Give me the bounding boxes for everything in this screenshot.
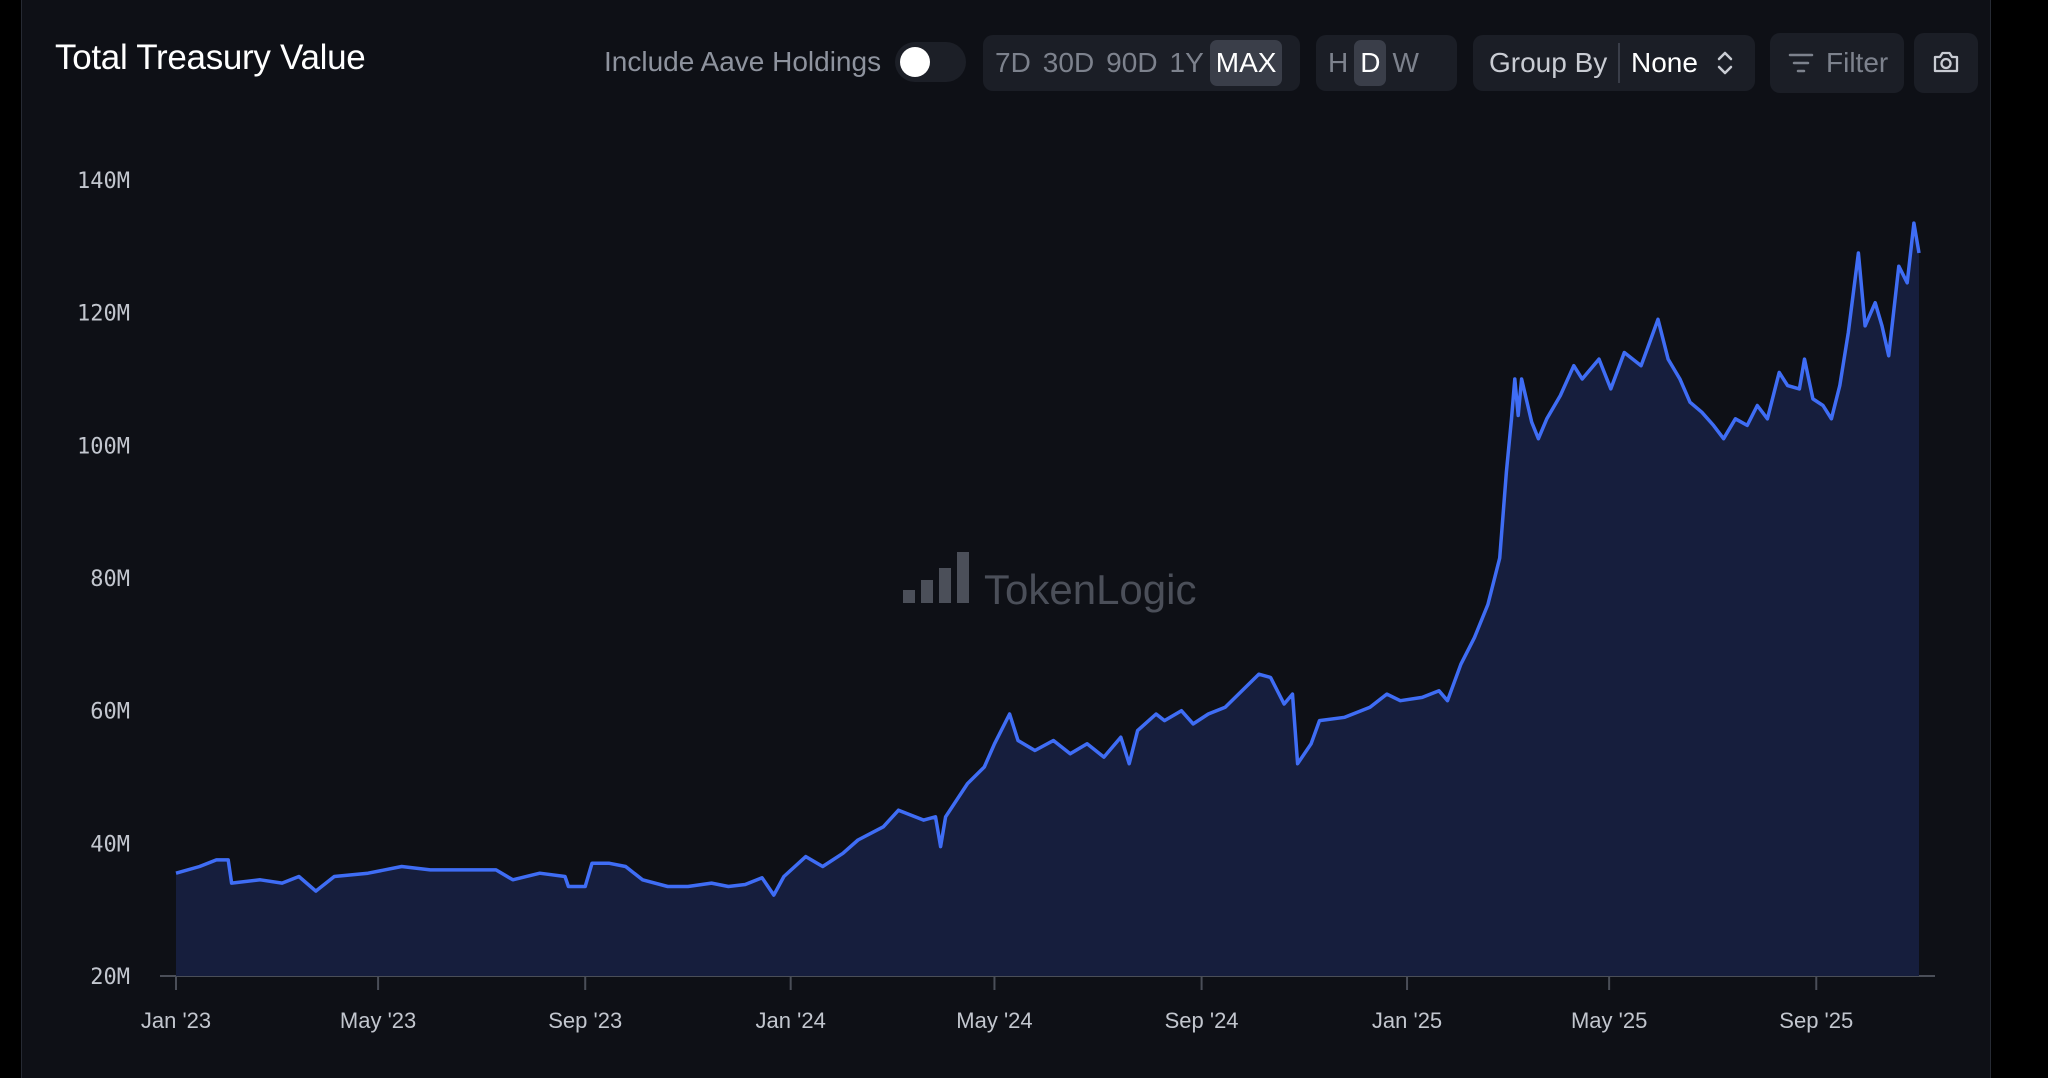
y-tick-label: 80M bbox=[90, 567, 130, 592]
group-by-value: None bbox=[1631, 47, 1698, 78]
interval-option-d[interactable]: D bbox=[1354, 40, 1387, 86]
y-tick-label: 140M bbox=[77, 169, 130, 194]
group-by-divider bbox=[1618, 43, 1620, 83]
x-tick-label: Sep '23 bbox=[548, 1008, 622, 1033]
camera-icon bbox=[1933, 51, 1959, 73]
range-option-1y[interactable]: 1Y bbox=[1169, 47, 1204, 78]
x-tick-label: Sep '25 bbox=[1779, 1008, 1853, 1033]
watermark-text: TokenLogic bbox=[984, 566, 1196, 613]
group-by-select[interactable]: Group By None bbox=[1473, 35, 1755, 91]
interval-option-w[interactable]: W bbox=[1392, 47, 1419, 78]
chart-title: Total Treasury Value bbox=[55, 38, 366, 77]
interval-option-h[interactable]: H bbox=[1328, 47, 1349, 78]
tokenlogic-logo-icon bbox=[903, 552, 969, 603]
toggle-knob bbox=[900, 47, 930, 77]
x-tick-label: May '25 bbox=[1571, 1008, 1647, 1033]
chevron-up-down-icon bbox=[1717, 51, 1733, 75]
x-tick-label: May '24 bbox=[956, 1008, 1032, 1033]
filter-icon bbox=[1788, 53, 1814, 73]
y-axis: 20M 40M 60M 80M 100M 120M 140M bbox=[77, 169, 130, 990]
x-tick-label: May '23 bbox=[340, 1008, 416, 1033]
y-tick-label: 20M bbox=[90, 965, 130, 990]
filter-button[interactable]: Filter bbox=[1770, 33, 1904, 93]
y-tick-label: 40M bbox=[90, 832, 130, 857]
range-option-30d[interactable]: 30D bbox=[1042, 47, 1095, 78]
y-tick-label: 100M bbox=[77, 434, 130, 459]
group-by-label: Group By bbox=[1489, 47, 1608, 78]
series-line bbox=[175, 221, 1921, 897]
range-selector: 7D 30D 90D 1Y MAX bbox=[983, 35, 1300, 91]
tokenlogic-watermark: TokenLogic bbox=[903, 552, 1196, 613]
filter-label: Filter bbox=[1826, 47, 1889, 78]
x-tick-label: Jan '23 bbox=[141, 1008, 211, 1033]
range-option-max[interactable]: MAX bbox=[1209, 40, 1283, 86]
series-area bbox=[176, 223, 1919, 977]
screenshot-button[interactable] bbox=[1914, 33, 1978, 93]
include-aave-toggle[interactable] bbox=[895, 42, 966, 82]
x-tick-label: Jan '24 bbox=[756, 1008, 826, 1033]
x-tick-label: Sep '24 bbox=[1165, 1008, 1239, 1033]
range-option-7d[interactable]: 7D bbox=[995, 47, 1031, 78]
x-tick-label: Jan '25 bbox=[1372, 1008, 1442, 1033]
include-aave-label: Include Aave Holdings bbox=[604, 46, 882, 77]
y-tick-label: 60M bbox=[90, 700, 130, 725]
range-option-90d[interactable]: 90D bbox=[1106, 47, 1158, 78]
x-axis: Jan '23 May '23 Sep '23 Jan '24 May '24 Sep '… bbox=[141, 975, 1935, 1033]
y-tick-label: 120M bbox=[77, 302, 130, 327]
